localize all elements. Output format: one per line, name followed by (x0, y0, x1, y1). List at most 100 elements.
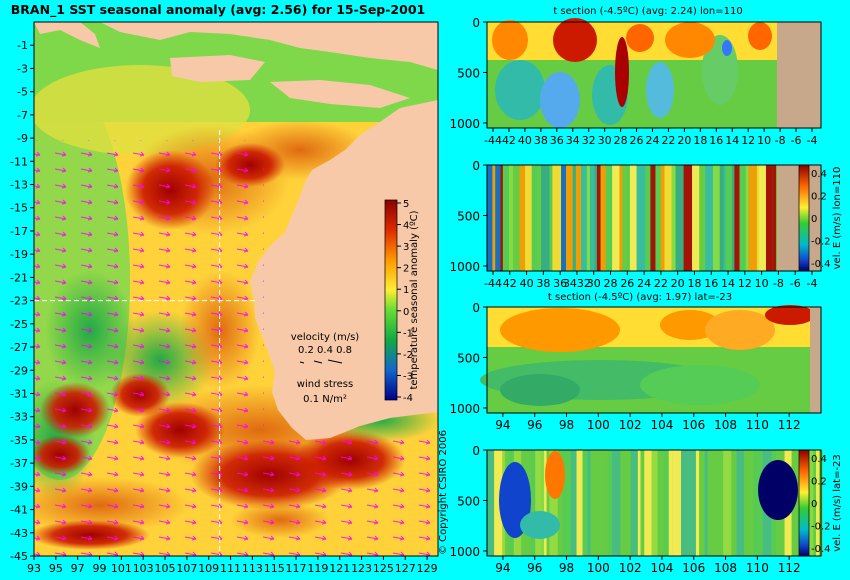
depth-tick-label: 0 (472, 16, 480, 30)
velocity-stripe (688, 450, 696, 556)
vel-section-lon110 (486, 164, 822, 272)
velocity-stripe (748, 165, 757, 271)
section-x-tick-label: -8 (775, 134, 786, 147)
section-x-tick-label: 20 (671, 277, 685, 290)
map-y-tick-label: -45 (10, 550, 28, 563)
section-x-tick-label: 12 (741, 134, 755, 147)
velocity-stripe (525, 165, 532, 271)
velocity-stripe (546, 450, 550, 556)
velocity-stripe (549, 450, 558, 556)
velocity-stripe (734, 165, 740, 271)
colorbar-tick-label: -1 (403, 328, 413, 339)
velocity-stripe (664, 165, 672, 271)
velocity-stripe (705, 165, 710, 271)
map-y-tick-label: -41 (10, 504, 28, 517)
velocity-stripe (816, 450, 820, 556)
vel-colorbar-tick-label: 0.2 (811, 477, 827, 488)
map-x-tick-label: 123 (351, 562, 372, 575)
velocity-stripe (612, 450, 621, 556)
velocity-stripe (712, 165, 720, 271)
depth-tick-label: 1000 (449, 402, 480, 416)
vel-colorbar-tick-label: -0.2 (811, 237, 831, 248)
wind-legend-title: wind stress (297, 379, 353, 390)
map-y-tick-label: -39 (10, 480, 28, 493)
velocity-stripe (572, 165, 576, 271)
section-x-tick-label: -44 (484, 134, 502, 147)
section-x-tick-label: 96 (527, 561, 542, 575)
depth-tick-label: 1000 (449, 260, 480, 274)
section-x-tick-label: 98 (559, 561, 574, 575)
map-x-tick-label: 115 (264, 562, 285, 575)
map-y-tick-label: -15 (10, 202, 28, 215)
vel-section-lat-23 (486, 449, 823, 557)
velocity-stripe (495, 165, 501, 271)
velocity-stripe (570, 450, 577, 556)
section-x-tick-label: 18 (687, 277, 701, 290)
section-x-tick-label: 22 (661, 134, 675, 147)
map-y-tick-label: -3 (17, 62, 28, 75)
map-x-tick-label: 119 (307, 562, 328, 575)
velocity-stripe (586, 165, 590, 271)
section-x-tick-label: 16 (704, 277, 718, 290)
vel-colorbar-tick-label: 0 (811, 214, 817, 225)
section-x-tick-label: 110 (746, 418, 769, 432)
velocity-stripe (772, 165, 777, 271)
velocity-stripe (581, 165, 587, 271)
velocity-stripe (541, 450, 545, 556)
velocity-stripe (627, 450, 631, 556)
velocity-stripe (566, 165, 573, 271)
map-y-tick-label: -9 (17, 132, 28, 145)
map-x-tick-label: 127 (395, 562, 416, 575)
velocity-stripe (535, 450, 542, 556)
map-y-tick-label: -23 (10, 295, 28, 308)
section-x-tick-label: 26 (630, 134, 644, 147)
velocity-colorbar-lon110: 0.4 0.2 0 -0.2 -0.4 vel. E (m/s) lon=110 (798, 164, 843, 272)
colorbar-label: temperature seasonal anomaly (ºC) (409, 210, 420, 389)
velocity-stripe (629, 165, 637, 271)
velocity-stripe (745, 165, 749, 271)
wind-legend-scale: 0.1 N/m² (303, 394, 347, 405)
depth-tick-label: 500 (457, 351, 480, 365)
panel2-y-axis: 0 500 1000 (449, 159, 487, 274)
panel4-y-axis: 0 500 1000 (449, 444, 487, 559)
velocity-stripe (725, 165, 732, 271)
section-x-tick-label: 26 (620, 277, 634, 290)
panel4-x-axis: 94 96 98 100 102 104 106 108 110 112 (495, 556, 801, 575)
velocity-stripe (561, 165, 567, 271)
vel-colorbar-tick-label: 0.4 (811, 169, 827, 180)
section-x-tick-label: 100 (587, 561, 610, 575)
velocity-stripe (557, 450, 563, 556)
colorbar-tick-label: -4 (403, 393, 413, 404)
velocity-stripe (552, 165, 562, 271)
section-x-tick-label: 30 (587, 277, 601, 290)
section-x-tick-label: 12 (738, 277, 752, 290)
map-x-tick-label: 99 (93, 562, 107, 575)
map-x-tick-label: 93 (27, 562, 41, 575)
section-x-tick-label: 14 (721, 277, 735, 290)
velocity-stripe (594, 165, 597, 271)
map-x-axis: 93 95 97 99 101 103 105 107 109 111 113 115 117 119 12… (27, 556, 438, 575)
velocity-stripe (736, 450, 745, 556)
map-y-tick-label: -5 (17, 86, 28, 99)
depth-tick-label: 0 (472, 444, 480, 458)
colorbar-tick-label: 1 (403, 285, 409, 296)
panel3-land (810, 307, 821, 413)
section-x-tick-label: 40 (520, 277, 534, 290)
map-y-axis: -1 -3 -5 -7 -9 -11 -13 -15 -17 -19 -21 -23 -25 -27 -29… (10, 39, 34, 563)
velocity-stripe (668, 450, 673, 556)
map-x-tick-label: 121 (329, 562, 350, 575)
depth-tick-label: 500 (457, 494, 480, 508)
velocity-stripe (683, 165, 693, 271)
velocity-stripe (709, 165, 713, 271)
section-x-tick-label: 102 (619, 418, 642, 432)
map-x-tick-label: 113 (242, 562, 263, 575)
vel-colorbar-tick-label: 0 (811, 499, 817, 510)
velocity-stripe (692, 165, 700, 271)
velocity-stripe (540, 165, 550, 271)
section-x-tick-label: 108 (714, 561, 737, 575)
vel-colorbar-tick-label: -0.4 (811, 259, 831, 270)
colorbar-tick-label: -2 (403, 350, 413, 361)
section-x-tick-label: -6 (790, 277, 801, 290)
velocity-stripe (492, 165, 496, 271)
section-x-tick-label: 104 (650, 561, 673, 575)
